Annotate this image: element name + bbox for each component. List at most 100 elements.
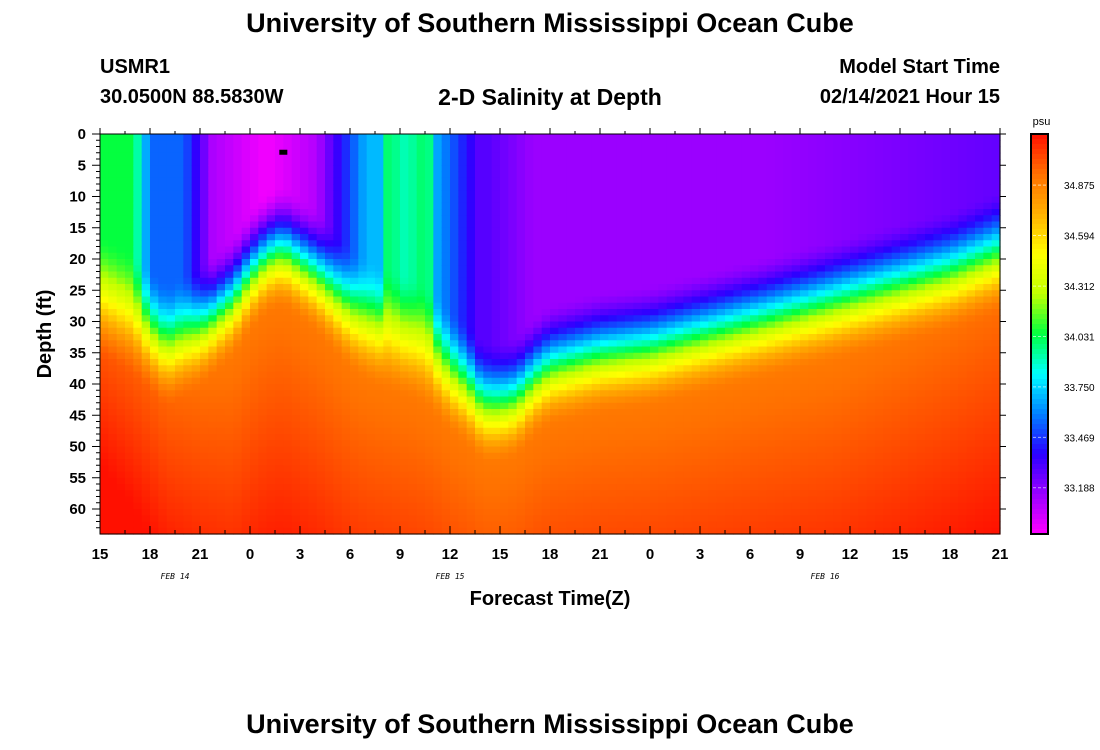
- heatmap-cell: [633, 484, 643, 491]
- heatmap-cell: [250, 509, 259, 516]
- heatmap-cell: [666, 227, 676, 235]
- heatmap-cell: [208, 134, 218, 141]
- heatmap-cell: [333, 190, 343, 198]
- heatmap-cell: [416, 477, 426, 485]
- heatmap-cell: [358, 309, 368, 316]
- heatmap-cell: [658, 140, 668, 148]
- heatmap-cell: [500, 252, 509, 260]
- heatmap-cell: [216, 384, 226, 391]
- heatmap-cell: [575, 334, 584, 341]
- heatmap-cell: [291, 315, 301, 323]
- heatmap-cell: [391, 396, 401, 404]
- heatmap-cell: [675, 234, 684, 241]
- heatmap-cell: [408, 477, 418, 485]
- heatmap-cell: [391, 252, 401, 260]
- heatmap-cell: [175, 271, 184, 279]
- heatmap-cell: [141, 309, 151, 316]
- heatmap-cell: [666, 315, 676, 323]
- heatmap-cell: [533, 277, 543, 285]
- heatmap-cell: [400, 209, 409, 216]
- heatmap-cell: [500, 159, 509, 166]
- heatmap-cell: [600, 165, 609, 173]
- heatmap-cell: [208, 177, 218, 185]
- heatmap-cell: [325, 340, 334, 348]
- heatmap-cell: [458, 140, 468, 148]
- heatmap-cell: [425, 190, 434, 198]
- heatmap-cell: [475, 484, 484, 491]
- heatmap-cell: [275, 427, 284, 435]
- heatmap-cell: [483, 246, 493, 254]
- heatmap-cell: [616, 146, 626, 154]
- heatmap-cell: [725, 209, 734, 216]
- heatmap-cell: [716, 421, 726, 429]
- heatmap-cell: [175, 159, 184, 166]
- heatmap-cell: [716, 477, 726, 485]
- heatmap-cell: [458, 415, 468, 423]
- heatmap-cell: [333, 346, 343, 354]
- heatmap-cell: [116, 490, 126, 498]
- heatmap-cell: [275, 165, 284, 173]
- heatmap-cell: [733, 146, 743, 154]
- heatmap-cell: [366, 271, 376, 279]
- heatmap-cell: [491, 527, 501, 535]
- heatmap-cell: [250, 371, 259, 379]
- heatmap-cell: [508, 215, 518, 223]
- heatmap-cell: [233, 340, 243, 348]
- heatmap-cell: [541, 427, 551, 435]
- heatmap-cell: [383, 277, 393, 285]
- heatmap-cell: [641, 471, 651, 479]
- heatmap-cell: [325, 134, 334, 141]
- heatmap-cell: [683, 515, 693, 523]
- heatmap-cell: [100, 384, 109, 391]
- heatmap-cell: [341, 340, 351, 348]
- heatmap-cell: [325, 315, 334, 323]
- heatmap-cell: [483, 302, 493, 310]
- heatmap-cell: [383, 140, 393, 148]
- heatmap-cell: [416, 402, 426, 410]
- heatmap-cell: [450, 415, 459, 423]
- heatmap-cell: [683, 302, 693, 310]
- heatmap-cell: [100, 246, 109, 254]
- heatmap-cell: [208, 227, 218, 235]
- heatmap-cell: [391, 259, 401, 266]
- heatmap-cell: [325, 521, 334, 529]
- heatmap-cell: [425, 490, 434, 498]
- heatmap-cell: [733, 246, 743, 254]
- heatmap-cell: [300, 515, 309, 523]
- heatmap-cell: [308, 515, 318, 523]
- heatmap-cell: [583, 252, 593, 260]
- heatmap-cell: [200, 346, 209, 354]
- heatmap-cell: [258, 427, 268, 435]
- heatmap-cell: [675, 277, 684, 285]
- heatmap-cell: [300, 171, 309, 179]
- heatmap-cell: [600, 527, 609, 535]
- heatmap-cell: [641, 502, 651, 510]
- heatmap-cell: [258, 340, 268, 348]
- heatmap-cell: [283, 177, 293, 185]
- heatmap-cell: [583, 284, 593, 291]
- heatmap-cell: [300, 140, 309, 148]
- heatmap-cell: [658, 434, 668, 441]
- heatmap-cell: [100, 177, 109, 185]
- heatmap-cell: [466, 521, 476, 529]
- heatmap-cell: [425, 496, 434, 504]
- heatmap-cell: [450, 502, 459, 510]
- heatmap-cell: [691, 465, 701, 473]
- heatmap-cell: [700, 284, 709, 291]
- heatmap-cell: [350, 359, 359, 366]
- heatmap-cell: [508, 359, 518, 366]
- heatmap-cell: [391, 290, 401, 298]
- heatmap-cell: [516, 296, 526, 304]
- heatmap-cell: [541, 371, 551, 379]
- heatmap-cell: [275, 509, 284, 516]
- heatmap-cell: [641, 196, 651, 204]
- heatmap-cell: [600, 484, 609, 491]
- heatmap-cell: [625, 190, 634, 198]
- heatmap-cell: [258, 465, 268, 473]
- heatmap-cell: [408, 359, 418, 366]
- heatmap-cell: [308, 465, 318, 473]
- heatmap-cell: [475, 396, 484, 404]
- heatmap-cell: [733, 159, 743, 166]
- heatmap-cell: [125, 484, 134, 491]
- heatmap-cell: [691, 515, 701, 523]
